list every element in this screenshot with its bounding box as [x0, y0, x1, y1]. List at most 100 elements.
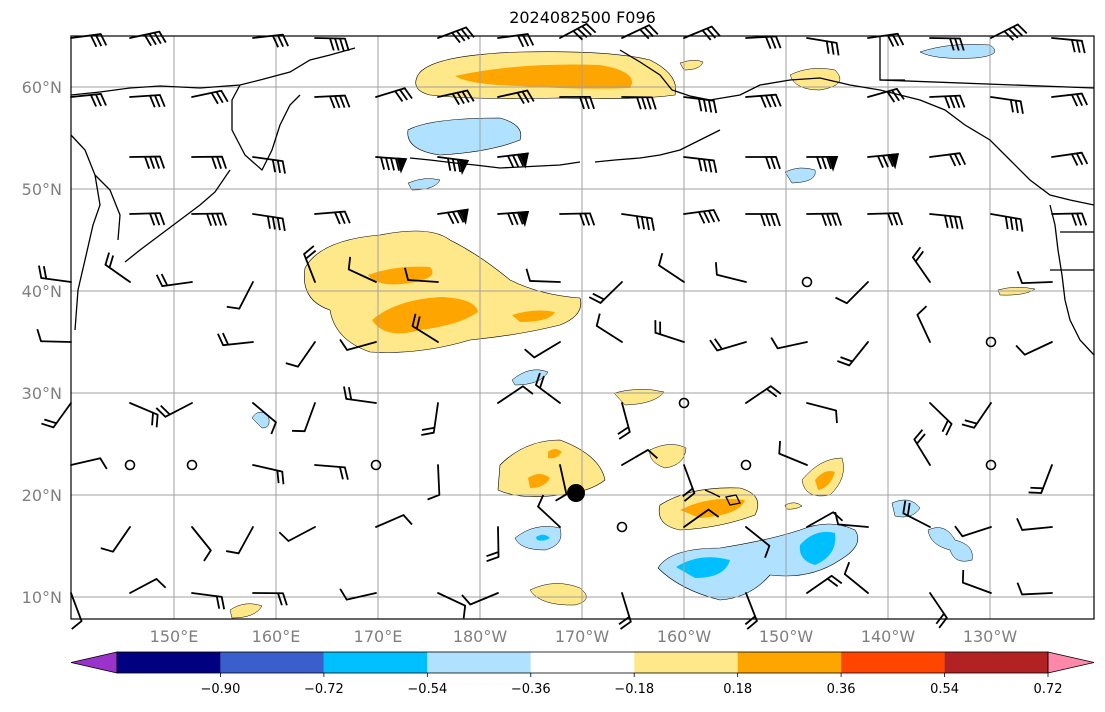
positive-anomaly-area [497, 439, 606, 497]
wind-barb [929, 592, 948, 629]
coastlines [70, 36, 1095, 506]
wind-barb [70, 457, 108, 470]
wind-barb [461, 592, 499, 606]
wind-barb [990, 213, 1024, 232]
latitude-label: 40°N [22, 282, 62, 301]
colorbar-segment [427, 652, 531, 673]
wind-barb [1016, 518, 1053, 531]
negative-core [536, 534, 550, 541]
wind-barb [683, 156, 718, 174]
wind-barb [1016, 582, 1053, 596]
wind-barb [1051, 37, 1086, 54]
wind-barb [278, 526, 316, 542]
colorbar-segment [117, 652, 221, 673]
wind-barb [867, 212, 904, 226]
wind-barb [486, 526, 500, 563]
wind-barb [70, 592, 83, 630]
wind-barb [191, 592, 226, 610]
wind-barb [929, 37, 965, 51]
colorbar: −0.90 −0.72 −0.54 −0.36 −0.18 0.18 0.36 0.54 0.7… [70, 651, 1095, 697]
wind-barb [916, 305, 931, 343]
wind-barb [621, 96, 657, 110]
wind-barb [745, 526, 771, 558]
colorbar-outline [116, 651, 1049, 674]
positive-anomaly-area [679, 60, 704, 71]
longitude-label: 150°E [150, 627, 199, 646]
wind-barb [497, 152, 529, 169]
wind-barb [683, 96, 718, 114]
wind-barb [1051, 212, 1088, 226]
latitude-label: 60°N [22, 78, 62, 97]
latitude-labels: 60°N 50°N 40°N 30°N 20°N 10°N [22, 78, 62, 607]
wind-barb [559, 23, 597, 41]
wind-barbs [36, 23, 1089, 630]
wind-barb [155, 402, 193, 418]
wind-barb [225, 526, 254, 555]
calm-wind-marker [616, 521, 628, 533]
calm-wind-marker [678, 397, 690, 409]
colorbar-segment [530, 652, 635, 673]
longitude-labels: 150°E 160°E 170°E 180°W 170°W 160°W 150°W 140°W… [150, 627, 1018, 646]
colorbar-tick-label: 0.18 [723, 682, 752, 697]
wind-barb [745, 156, 781, 170]
negative-anomaly-area [407, 117, 522, 156]
wind-barb [778, 440, 808, 466]
wind-barb [404, 267, 439, 283]
storm-center-marker [567, 484, 585, 502]
wind-barb [1015, 341, 1053, 356]
colorbar-tick-label: −0.72 [304, 682, 344, 697]
wind-barb [314, 94, 351, 109]
plot-frame [70, 35, 1095, 620]
wind-barb [437, 89, 475, 106]
wind-barb [1016, 270, 1053, 285]
wind-barb [314, 210, 351, 225]
wind-barb [100, 526, 131, 553]
calm-wind-marker [985, 459, 997, 471]
wind-barb [437, 26, 475, 44]
wind-barb [745, 93, 782, 108]
wind-barb [837, 341, 869, 367]
wind-barb [867, 32, 905, 47]
wind-barb [41, 402, 72, 429]
wind-barb [252, 156, 286, 174]
wind-barb [537, 494, 561, 528]
wind-barb [913, 429, 931, 466]
wind-barb [524, 341, 561, 359]
wind-barb [497, 33, 535, 48]
wind-barb [252, 402, 277, 435]
positive-core [548, 449, 562, 459]
wind-barb [191, 212, 228, 226]
wind-barb [70, 93, 107, 107]
wind-barb [525, 268, 561, 283]
colorbar-tick-label: 0.54 [930, 682, 959, 697]
wind-barb [375, 156, 408, 174]
wind-barb [252, 213, 286, 232]
wind-barb [155, 273, 193, 287]
wind-barb [843, 561, 869, 594]
wind-barb [658, 252, 685, 283]
wind-barb [806, 402, 838, 424]
wind-barb [347, 256, 377, 283]
wind-barb [621, 24, 659, 40]
wind-barb [745, 35, 782, 50]
negative-anomaly-area [407, 178, 441, 191]
positive-anomaly-area [649, 444, 687, 469]
wind-barb [835, 281, 869, 305]
negative-anomaly-area [927, 527, 973, 562]
wind-barb [867, 87, 905, 103]
wind-barb [744, 592, 758, 630]
wind-barb [497, 385, 534, 404]
wind-barb [252, 464, 285, 485]
wind-barb [252, 33, 289, 48]
wind-barb [683, 25, 721, 41]
wind-barb [129, 212, 166, 226]
wind-barb [682, 464, 696, 502]
longitude-label: 170°E [354, 627, 403, 646]
wind-barb [555, 464, 568, 502]
wind-barb [70, 33, 108, 48]
wind-barb [217, 332, 254, 347]
wind-barb [559, 212, 596, 226]
positive-core [512, 310, 555, 322]
wind-barb [806, 37, 840, 56]
wind-barb [535, 372, 561, 404]
